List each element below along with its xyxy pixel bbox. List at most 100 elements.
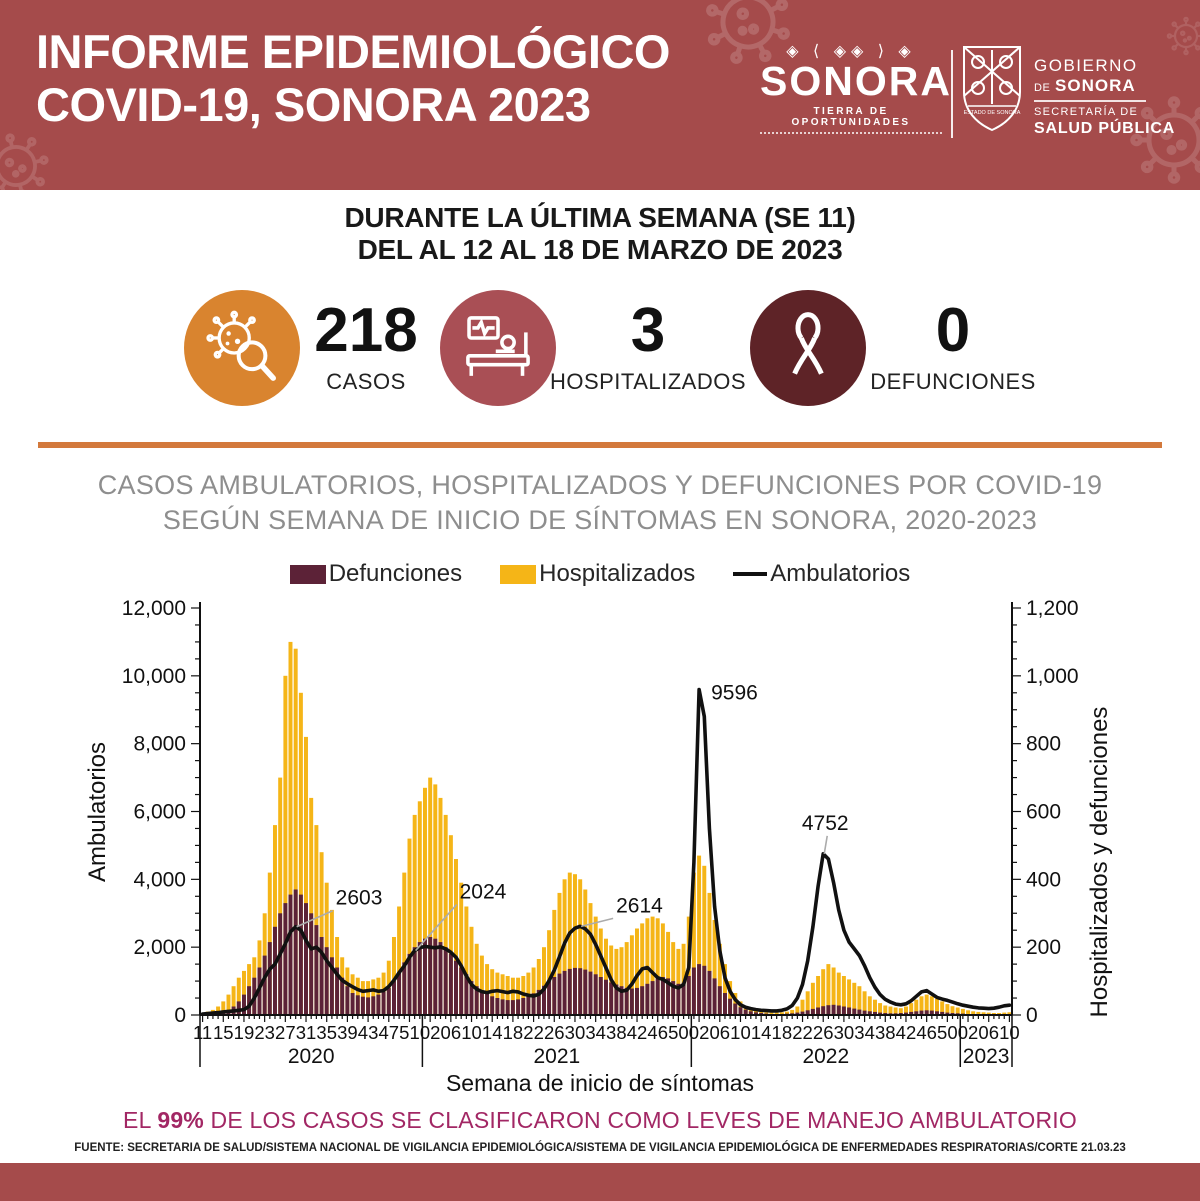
sonora-logo-tagline: TIERRA DE OPORTUNIDADES bbox=[760, 106, 942, 135]
legend-label: Hospitalizados bbox=[539, 560, 696, 587]
hospitalizados-value: 3 bbox=[630, 296, 666, 365]
gov-de: DE bbox=[1034, 81, 1051, 94]
svg-text:2021: 2021 bbox=[534, 1045, 581, 1068]
header-banner: INFORME EPIDEMIOLÓGICO COVID-19, SONORA … bbox=[0, 0, 1200, 190]
subtitle-line1: DURANTE LA ÚLTIMA SEMANA (SE 11) bbox=[344, 202, 856, 233]
svg-text:50: 50 bbox=[937, 1022, 958, 1043]
svg-text:10: 10 bbox=[461, 1022, 482, 1043]
hospitalizados-stat: 3 HOSPITALIZADOS bbox=[548, 300, 748, 395]
svg-text:2,000: 2,000 bbox=[133, 936, 186, 959]
sonora-logo-name: SONORA bbox=[760, 58, 952, 104]
svg-text:4,000: 4,000 bbox=[133, 868, 186, 891]
sonora-crest-icon: ESTADO DE SONORA bbox=[963, 46, 1021, 132]
defunciones-swatch-icon bbox=[289, 564, 326, 584]
casos-value: 218 bbox=[314, 296, 418, 365]
svg-text:35: 35 bbox=[316, 1022, 337, 1043]
logo-divider bbox=[951, 50, 953, 138]
svg-text:34: 34 bbox=[585, 1022, 606, 1043]
hospital-bed-icon bbox=[466, 316, 530, 376]
svg-text:8,000: 8,000 bbox=[133, 733, 186, 756]
gov-divider bbox=[1034, 100, 1146, 103]
svg-text:34: 34 bbox=[854, 1022, 875, 1043]
svg-text:2024: 2024 bbox=[460, 881, 507, 904]
svg-text:400: 400 bbox=[1026, 868, 1061, 891]
svg-text:06: 06 bbox=[709, 1022, 730, 1043]
page-title-line2: COVID-19, SONORA 2023 bbox=[36, 77, 591, 131]
casos-stat: 218 CASOS bbox=[296, 300, 436, 395]
svg-text:27: 27 bbox=[275, 1022, 296, 1043]
gov-sonora: SONORA bbox=[1055, 75, 1136, 95]
chart-legend: Defunciones Hospitalizados Ambulatorios bbox=[0, 560, 1200, 588]
gov-line4: SALUD PÚBLICA bbox=[1034, 120, 1176, 138]
svg-text:30: 30 bbox=[834, 1022, 855, 1043]
bottom-bar bbox=[0, 1163, 1200, 1201]
chart-title-line1: CASOS AMBULATORIOS, HOSPITALIZADOS Y DEF… bbox=[97, 470, 1103, 500]
gov-line3: SECRETARÍA DE bbox=[1034, 106, 1139, 119]
svg-text:800: 800 bbox=[1026, 733, 1061, 756]
government-wordmark: GOBIERNO DE SONORA SECRETARÍA DE SALUD P… bbox=[1034, 56, 1175, 139]
defunciones-label: DEFUNCIONES bbox=[870, 369, 1036, 394]
defunciones-value: 0 bbox=[935, 296, 971, 365]
svg-text:2022: 2022 bbox=[802, 1045, 849, 1068]
ambulatorios-line bbox=[200, 687, 1012, 1016]
svg-text:18: 18 bbox=[772, 1022, 793, 1043]
svg-text:46: 46 bbox=[647, 1022, 668, 1043]
casos-label: CASOS bbox=[326, 369, 406, 394]
svg-text:11: 11 bbox=[193, 1022, 212, 1043]
highlight-suffix: DE LOS CASOS SE CLASIFICARON COMO LEVES … bbox=[203, 1107, 1077, 1133]
annotations: 2603 2024 2614 9596 4752 bbox=[296, 682, 849, 952]
svg-text:50: 50 bbox=[668, 1022, 689, 1043]
footer-highlight: EL 99% DE LOS CASOS SE CLASIFICARON COMO… bbox=[0, 1107, 1200, 1134]
axis-tick-labels: 0 2,000 4,000 6,000 8,000 10,000 12,000 0 200 400… bbox=[122, 597, 1079, 1043]
legend-label: Defunciones bbox=[328, 560, 463, 587]
svg-text:22: 22 bbox=[792, 1022, 813, 1043]
svg-text:19: 19 bbox=[234, 1022, 255, 1043]
report-subtitle: DURANTE LA ÚLTIMA SEMANA (SE 11) DEL AL … bbox=[0, 202, 1200, 266]
svg-text:06: 06 bbox=[441, 1022, 462, 1043]
svg-text:10,000: 10,000 bbox=[122, 665, 186, 688]
defunciones-circle bbox=[750, 290, 866, 406]
page-title: INFORME EPIDEMIOLÓGICO COVID-19, SONORA … bbox=[36, 25, 670, 131]
hospitalizados-circle bbox=[440, 290, 556, 406]
svg-text:39: 39 bbox=[337, 1022, 358, 1043]
svg-text:06: 06 bbox=[978, 1022, 999, 1043]
page-title-line1: INFORME EPIDEMIOLÓGICO bbox=[36, 25, 670, 78]
svg-text:30: 30 bbox=[565, 1022, 586, 1043]
chart-title: CASOS AMBULATORIOS, HOSPITALIZADOS Y DEF… bbox=[0, 468, 1200, 537]
highlight-prefix: EL bbox=[123, 1107, 158, 1133]
svg-text:600: 600 bbox=[1026, 801, 1061, 824]
virus-magnifier-icon bbox=[206, 310, 276, 381]
svg-text:1,200: 1,200 bbox=[1026, 597, 1079, 620]
svg-text:9596: 9596 bbox=[711, 682, 758, 705]
legend-item-hospitalizados: Hospitalizados bbox=[500, 560, 695, 588]
svg-text:12,000: 12,000 bbox=[122, 597, 186, 620]
gov-line2: DE SONORA bbox=[1034, 76, 1175, 96]
svg-text:31: 31 bbox=[296, 1022, 317, 1043]
subtitle-line2: DEL AL 12 AL 18 DE MARZO DE 2023 bbox=[357, 234, 843, 266]
chart-title-line2: SEGÚN SEMANA DE INICIO DE SÍNTOMAS EN SO… bbox=[162, 504, 1038, 535]
highlight-percent: 99% bbox=[157, 1107, 204, 1133]
hospitalizados-swatch-icon bbox=[500, 564, 537, 584]
svg-text:47: 47 bbox=[378, 1022, 399, 1043]
hospitalizados-label: HOSPITALIZADOS bbox=[549, 369, 747, 394]
svg-text:26: 26 bbox=[813, 1022, 834, 1043]
svg-text:38: 38 bbox=[606, 1022, 627, 1043]
sonora-logo: ◈ ⟨ ◈◈ ⟩ ◈ SONORA TIERRA DE OPORTUNIDADE… bbox=[760, 43, 952, 135]
sonora-ornament-icon: ◈ ⟨ ◈◈ ⟩ ◈ bbox=[786, 43, 916, 60]
svg-text:38: 38 bbox=[875, 1022, 896, 1043]
svg-text:14: 14 bbox=[482, 1022, 503, 1043]
svg-text:1,000: 1,000 bbox=[1026, 665, 1079, 688]
svg-text:2603: 2603 bbox=[336, 887, 383, 910]
defunciones-stat: 0 DEFUNCIONES bbox=[868, 300, 1038, 395]
source-note: FUENTE: SECRETARIA DE SALUD/SISTEMA NACI… bbox=[74, 1142, 1126, 1154]
svg-text:4752: 4752 bbox=[802, 812, 849, 835]
svg-text:10: 10 bbox=[730, 1022, 751, 1043]
svg-text:2023: 2023 bbox=[963, 1045, 1010, 1068]
svg-text:51: 51 bbox=[399, 1022, 420, 1043]
svg-text:2020: 2020 bbox=[288, 1045, 335, 1068]
covid-combo-chart: 0 2,000 4,000 6,000 8,000 10,000 12,000 0 200 400… bbox=[122, 597, 1079, 1068]
legend-item-defunciones: Defunciones bbox=[289, 560, 463, 588]
svg-text:42: 42 bbox=[896, 1022, 917, 1043]
bars-defunciones bbox=[205, 889, 1012, 1016]
